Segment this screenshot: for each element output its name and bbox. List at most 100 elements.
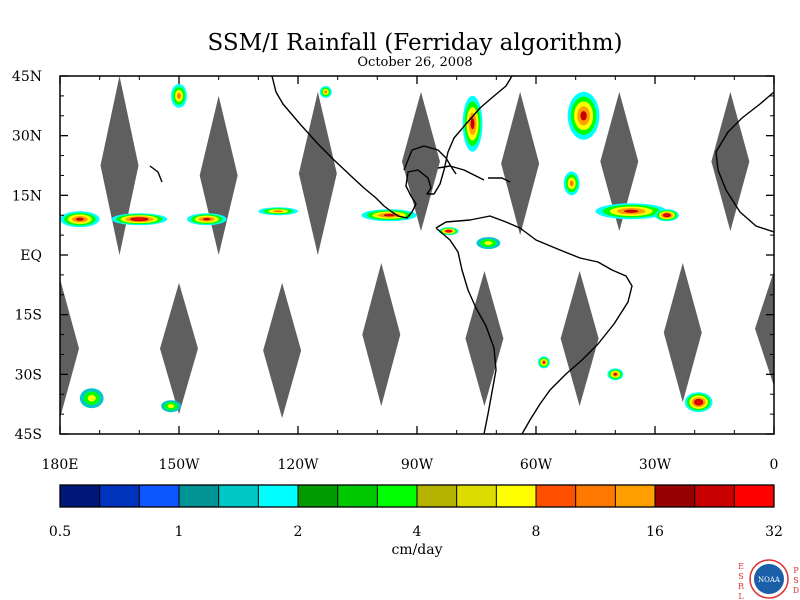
lon-tick-label: 120W bbox=[277, 457, 319, 473]
rain-cell bbox=[664, 214, 669, 217]
colorbar-swatch bbox=[536, 485, 577, 507]
colorbar-swatch bbox=[60, 485, 101, 507]
lat-tick-label: EQ bbox=[20, 248, 42, 264]
rain-cell bbox=[134, 218, 144, 221]
lon-tick-label: 90W bbox=[401, 457, 434, 473]
no-data-swath-8 bbox=[60, 278, 79, 419]
rain-cell bbox=[202, 218, 211, 221]
colorbar-tick-label: 4 bbox=[413, 524, 422, 540]
colorbar-tick-label: 8 bbox=[532, 524, 541, 540]
no-data-swath-13 bbox=[560, 270, 599, 407]
rain-cell bbox=[87, 394, 96, 402]
lon-tick-label: 180E bbox=[42, 457, 79, 473]
rain-cell bbox=[177, 92, 181, 99]
colorbar-swatch bbox=[575, 485, 616, 507]
lon-tick-label: 60W bbox=[520, 457, 553, 473]
noaa-badge-core bbox=[754, 564, 784, 594]
colorbar: 0.5 1 2 4 8 16 32 bbox=[49, 484, 783, 540]
rain-cell bbox=[624, 209, 639, 213]
colorbar-swatch bbox=[734, 485, 775, 507]
no-data-swath-1 bbox=[100, 76, 139, 255]
coastline-south-america bbox=[435, 215, 633, 434]
colorbar-swatch bbox=[179, 485, 220, 507]
no-data-swath-15 bbox=[755, 270, 774, 387]
lat-tick-label: 45N bbox=[12, 69, 42, 85]
colorbar-tick-label: 0.5 bbox=[49, 524, 71, 540]
rain-cell bbox=[447, 230, 451, 233]
rain-area-19 bbox=[476, 237, 501, 250]
rain-area-1 bbox=[60, 211, 100, 228]
rain-cell bbox=[569, 180, 574, 187]
colorbar-swatch bbox=[456, 485, 497, 507]
colorbar-swatch bbox=[417, 485, 458, 507]
logo-letter: R bbox=[738, 582, 745, 591]
rain-area-14 bbox=[607, 368, 624, 381]
coastline-north-america bbox=[271, 76, 513, 219]
rain-cell bbox=[580, 111, 587, 121]
rain-cell bbox=[613, 373, 617, 376]
colorbar-swatch bbox=[615, 485, 656, 507]
colorbar-tick-label: 16 bbox=[646, 524, 664, 540]
rain-area-5 bbox=[361, 209, 417, 222]
colorbar-swatch bbox=[218, 485, 259, 507]
colorbar-swatch bbox=[655, 485, 696, 507]
logo-letter: L bbox=[738, 592, 744, 600]
lat-tick-label: 30S bbox=[15, 367, 42, 383]
lat-tick-label: 15S bbox=[15, 308, 42, 324]
rain-area-4 bbox=[258, 207, 298, 216]
no-data-swath-2 bbox=[199, 95, 238, 255]
rain-area-13 bbox=[537, 356, 550, 369]
rain-area-11 bbox=[171, 83, 187, 108]
logo-letter: E bbox=[738, 562, 744, 571]
lat-tick-label: 30N bbox=[12, 129, 42, 145]
no-data-swath-4 bbox=[401, 91, 440, 232]
coastline-gulf-florida bbox=[403, 145, 457, 175]
no-data-swath-9 bbox=[160, 282, 198, 415]
rain-cell bbox=[484, 241, 493, 246]
no-data-swath-11 bbox=[362, 262, 401, 407]
rain-cell bbox=[167, 404, 175, 409]
rain-area-18 bbox=[319, 85, 332, 98]
lon-tick-label: 30W bbox=[639, 457, 672, 473]
rain-area-10 bbox=[655, 209, 679, 222]
logo-letter: P bbox=[793, 566, 799, 575]
colorbar-swatch bbox=[298, 485, 339, 507]
rain-cell bbox=[383, 214, 395, 217]
colorbar-tick-label: 32 bbox=[765, 524, 783, 540]
coastline-cuba bbox=[437, 165, 485, 181]
colorbar-swatch bbox=[99, 485, 140, 507]
coastline-pacific-island bbox=[149, 165, 163, 183]
rain-area-2 bbox=[111, 213, 168, 226]
rain-cell bbox=[273, 210, 284, 213]
colorbar-swatch bbox=[337, 485, 378, 507]
lon-tick-label: 150W bbox=[158, 457, 200, 473]
rain-areas bbox=[60, 83, 713, 413]
colorbar-label: cm/day bbox=[391, 542, 442, 558]
colorbar-swatch bbox=[377, 485, 418, 507]
rain-area-9 bbox=[595, 203, 667, 220]
no-data-swath-6 bbox=[600, 91, 639, 232]
logo-letter: S bbox=[793, 576, 798, 585]
map-title: SSM/I Rainfall (Ferriday algorithm) bbox=[207, 30, 623, 56]
rain-cell bbox=[696, 400, 701, 404]
logo-letter: S bbox=[738, 572, 743, 581]
rain-area-17 bbox=[161, 400, 181, 413]
rain-area-16 bbox=[79, 388, 104, 409]
no-data-swath-5 bbox=[501, 91, 540, 236]
map-date: October 26, 2008 bbox=[357, 55, 473, 70]
colorbar-swatch bbox=[496, 485, 537, 507]
rain-area-12 bbox=[563, 171, 580, 196]
rain-area-15 bbox=[684, 392, 713, 413]
no-data-swath-14 bbox=[663, 262, 702, 403]
coastline-west-africa bbox=[715, 91, 774, 233]
logo-letter: D bbox=[793, 586, 799, 595]
lon-tick-label: 0 bbox=[770, 457, 779, 473]
colorbar-border bbox=[59, 484, 775, 508]
rain-area-3 bbox=[186, 213, 227, 226]
lat-tick-label: 15N bbox=[12, 188, 42, 204]
rain-cell bbox=[324, 90, 328, 94]
colorbar-swatch bbox=[694, 485, 735, 507]
